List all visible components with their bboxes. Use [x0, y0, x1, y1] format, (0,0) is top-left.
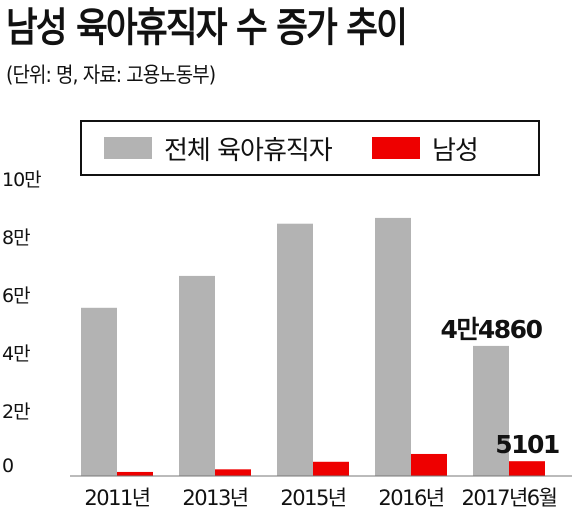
- legend-item-total: 전체 육아휴직자: [104, 122, 333, 174]
- bar-male-0: [117, 471, 153, 476]
- data-label: 4만4860: [441, 315, 543, 344]
- bar-total-2: [277, 223, 313, 476]
- x-tick-label: 2017년6월: [462, 486, 557, 510]
- chart-source-note: (단위: 명, 자료: 고용노동부): [6, 63, 216, 87]
- y-tick-label: 10만: [2, 169, 41, 191]
- legend-label-male: 남성: [432, 135, 479, 166]
- y-tick-label: 0: [2, 455, 13, 477]
- bar-male-1: [215, 469, 251, 476]
- legend-swatch-male: [372, 137, 420, 159]
- y-tick-label: 6만: [2, 285, 30, 307]
- legend-swatch-total: [104, 137, 152, 159]
- legend-item-male: 남성: [372, 122, 479, 174]
- bar-total-1: [179, 275, 215, 476]
- y-tick-label: 8만: [2, 227, 30, 249]
- data-label: 5101: [495, 430, 559, 459]
- x-tick-label: 2016년: [378, 486, 443, 510]
- bar-male-4: [509, 461, 545, 476]
- bar-total-3: [375, 217, 411, 476]
- chart-title: 남성 육아휴직자 수 증가 추이: [6, 5, 408, 51]
- bar-total-4: [473, 345, 509, 476]
- y-tick-label: 4만: [2, 343, 30, 365]
- y-tick-label: 2만: [2, 401, 30, 423]
- bar-male-3: [411, 453, 447, 476]
- x-tick-label: 2011년: [84, 486, 149, 510]
- bar-total-0: [81, 307, 117, 476]
- legend-label-total: 전체 육아휴직자: [164, 135, 333, 166]
- bar-male-2: [313, 461, 349, 476]
- x-tick-label: 2013년: [182, 486, 247, 510]
- chart-legend: 전체 육아휴직자 남성: [80, 120, 540, 176]
- x-tick-label: 2015년: [280, 486, 345, 510]
